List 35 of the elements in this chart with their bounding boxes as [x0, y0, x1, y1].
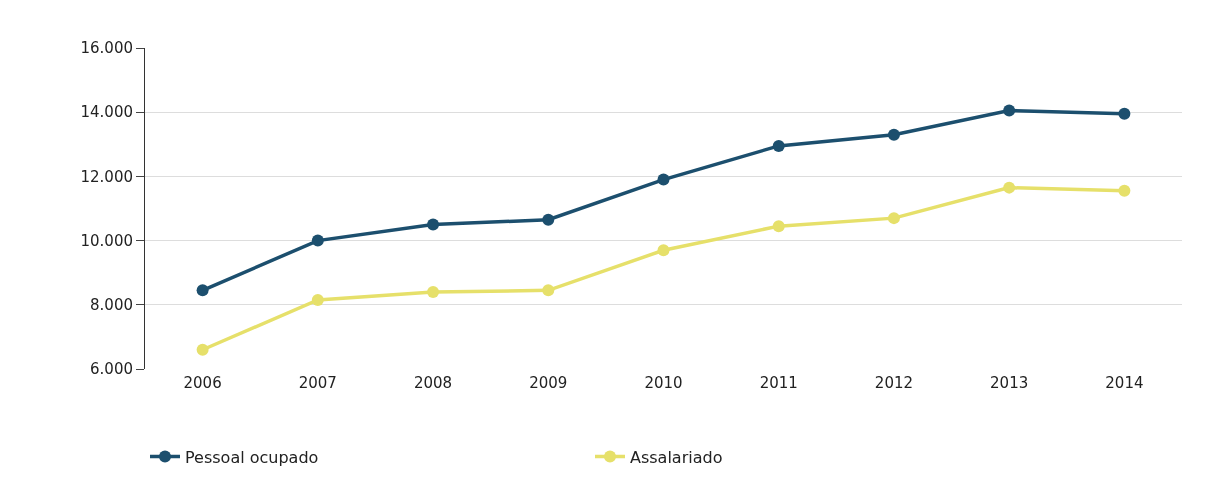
point	[887, 128, 900, 141]
point	[887, 212, 900, 225]
x-tick-label: 2006	[183, 374, 222, 392]
point	[772, 220, 785, 233]
legend-label: Assalariado	[630, 447, 723, 467]
y-tick-label: 8.000	[90, 296, 133, 315]
point	[1003, 104, 1016, 117]
x-tick-label: 2012	[874, 374, 914, 392]
legend-label: Pessoal ocupado	[185, 447, 319, 467]
point	[1118, 184, 1131, 197]
x-tick-label: 2008	[413, 374, 453, 392]
point	[196, 284, 209, 297]
point	[542, 213, 555, 226]
y-tick-label: 14.000	[80, 103, 133, 122]
point	[1118, 107, 1131, 120]
point	[1003, 181, 1016, 194]
x-tick-label: 2011	[759, 374, 798, 392]
point	[772, 139, 785, 152]
y-tick-label: 6.000	[90, 360, 133, 379]
x-tick-label: 2010	[644, 374, 683, 392]
y-tick-label: 12.000	[80, 167, 133, 186]
y-tick-label: 16.000	[80, 39, 133, 58]
point	[427, 285, 440, 298]
y-tick-label: 10.000	[80, 231, 133, 250]
point	[196, 343, 209, 356]
x-tick-label: 2007	[298, 374, 337, 392]
point	[311, 234, 324, 247]
point	[542, 284, 555, 297]
x-tick-label: 2009	[529, 374, 568, 392]
point	[657, 244, 670, 257]
point	[657, 173, 670, 186]
x-tick-label: 2013	[990, 374, 1029, 392]
point	[427, 218, 440, 231]
x-tick-label: 2014	[1105, 374, 1144, 392]
point	[311, 293, 324, 306]
